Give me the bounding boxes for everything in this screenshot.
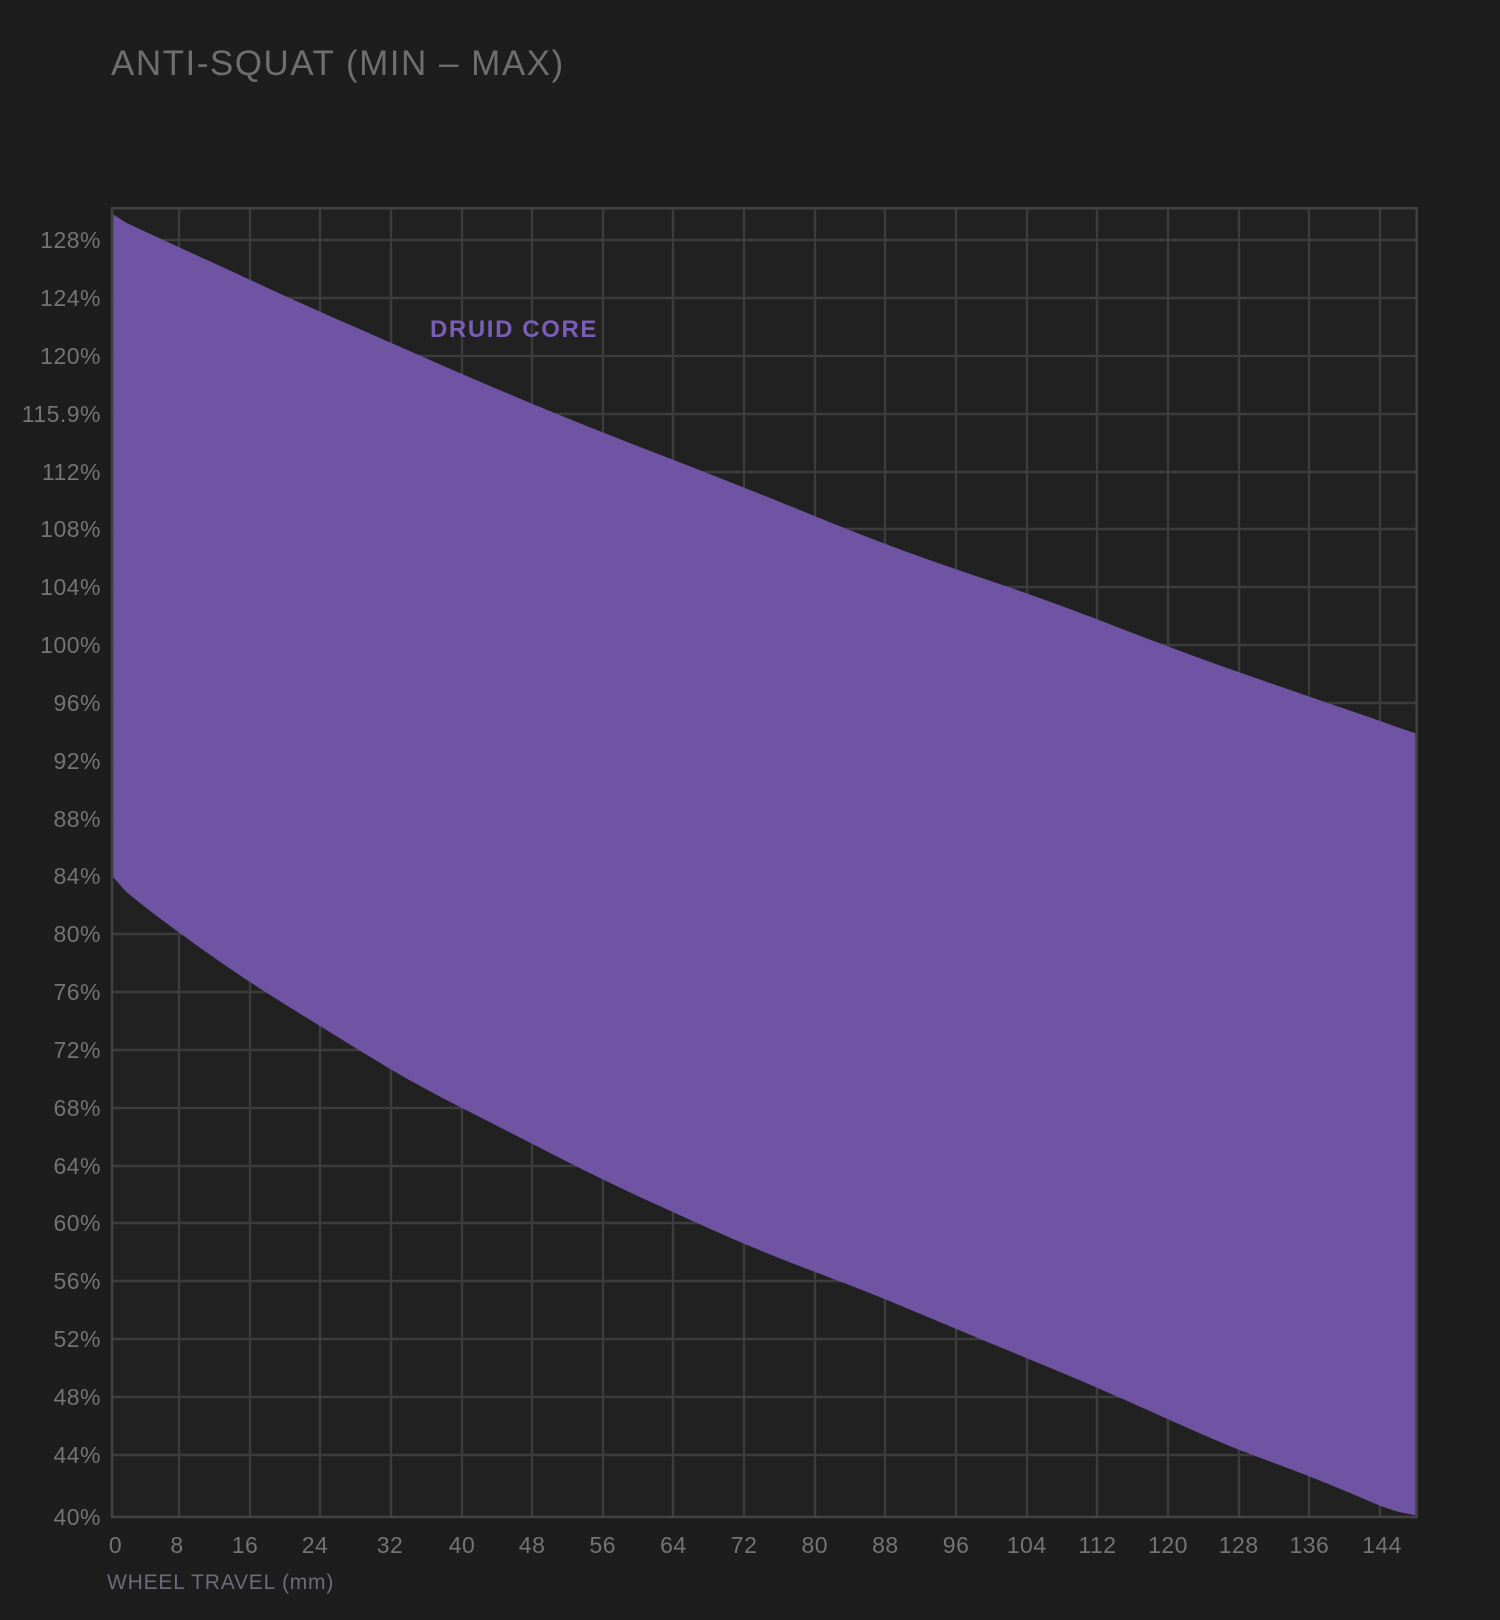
svg-text:72: 72 bbox=[731, 1532, 758, 1558]
svg-text:64%: 64% bbox=[53, 1153, 101, 1179]
svg-text:92%: 92% bbox=[53, 748, 101, 774]
svg-text:32: 32 bbox=[377, 1532, 404, 1558]
svg-text:80%: 80% bbox=[53, 921, 101, 947]
svg-text:68%: 68% bbox=[53, 1095, 101, 1121]
svg-text:56: 56 bbox=[590, 1532, 617, 1558]
svg-text:ANTI-SQUAT (MIN – MAX): ANTI-SQUAT (MIN – MAX) bbox=[111, 44, 565, 83]
svg-text:56%: 56% bbox=[53, 1268, 101, 1294]
svg-text:136: 136 bbox=[1289, 1532, 1329, 1558]
svg-text:16: 16 bbox=[232, 1532, 259, 1558]
svg-text:8: 8 bbox=[170, 1532, 183, 1558]
svg-text:52%: 52% bbox=[53, 1326, 101, 1352]
svg-text:76%: 76% bbox=[53, 979, 101, 1005]
svg-text:124%: 124% bbox=[40, 285, 101, 311]
svg-text:128: 128 bbox=[1219, 1532, 1259, 1558]
svg-text:96: 96 bbox=[943, 1532, 970, 1558]
svg-text:112%: 112% bbox=[42, 459, 101, 485]
svg-text:64: 64 bbox=[660, 1532, 687, 1558]
svg-text:88: 88 bbox=[872, 1532, 899, 1558]
svg-text:60%: 60% bbox=[53, 1210, 101, 1236]
svg-text:115.9%: 115.9% bbox=[22, 401, 101, 427]
svg-text:144: 144 bbox=[1362, 1532, 1402, 1558]
svg-text:108%: 108% bbox=[40, 516, 101, 542]
svg-text:72%: 72% bbox=[53, 1037, 101, 1063]
svg-text:40%: 40% bbox=[53, 1504, 101, 1530]
svg-text:DRUID CORE: DRUID CORE bbox=[430, 316, 598, 343]
svg-text:104: 104 bbox=[1007, 1532, 1047, 1558]
svg-text:24: 24 bbox=[302, 1532, 329, 1558]
svg-text:88%: 88% bbox=[53, 806, 101, 832]
svg-text:44%: 44% bbox=[53, 1442, 101, 1468]
svg-text:96%: 96% bbox=[53, 690, 101, 716]
svg-text:120%: 120% bbox=[40, 343, 101, 369]
svg-text:48%: 48% bbox=[53, 1384, 101, 1410]
svg-text:0: 0 bbox=[109, 1532, 122, 1558]
svg-text:40: 40 bbox=[449, 1532, 476, 1558]
svg-text:48: 48 bbox=[519, 1532, 546, 1558]
svg-text:80: 80 bbox=[802, 1532, 829, 1558]
svg-text:WHEEL TRAVEL (mm): WHEEL TRAVEL (mm) bbox=[107, 1571, 334, 1594]
svg-text:84%: 84% bbox=[53, 863, 101, 889]
svg-text:100%: 100% bbox=[40, 632, 101, 658]
svg-text:128%: 128% bbox=[40, 227, 101, 253]
svg-text:120: 120 bbox=[1148, 1532, 1188, 1558]
svg-text:104%: 104% bbox=[40, 574, 101, 600]
svg-text:112: 112 bbox=[1078, 1532, 1116, 1558]
